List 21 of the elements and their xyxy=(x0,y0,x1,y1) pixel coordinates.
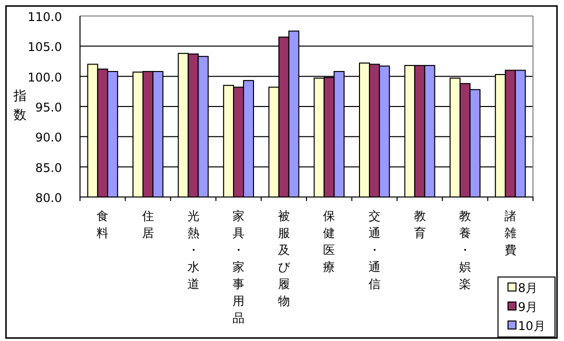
y-axis-title: 指数 xyxy=(12,89,26,123)
x-tick-label: 保健医療 xyxy=(323,209,336,274)
x-tick-label: 教養・娯楽 xyxy=(459,209,472,291)
y-tick-label: 105.0 xyxy=(28,40,62,54)
y-tick-label: 90.0 xyxy=(35,130,62,145)
legend-label: 9月 xyxy=(518,300,538,314)
x-tick-label: 諸雑費 xyxy=(504,209,516,257)
x-tick-label: 被服及び履物 xyxy=(278,209,291,308)
y-tick-label: 95.0 xyxy=(35,100,62,114)
x-tick-label: 交通・通信 xyxy=(368,209,380,291)
x-tick-label: 光熱・水道 xyxy=(187,209,200,291)
y-tick-label: 85.0 xyxy=(35,160,62,175)
x-tick-label: 住居 xyxy=(140,209,154,240)
legend-label: 10月 xyxy=(518,319,546,333)
x-tick-label: 家具・家事用品 xyxy=(232,209,245,325)
y-tick-label: 80.0 xyxy=(35,191,62,205)
y-tick-label: 100.0 xyxy=(28,70,62,84)
y-tick-label: 110.0 xyxy=(28,10,62,24)
legend-label: 8月 xyxy=(518,281,538,295)
x-tick-label: 食料 xyxy=(96,209,109,240)
x-tick-label: 教育 xyxy=(414,209,426,240)
